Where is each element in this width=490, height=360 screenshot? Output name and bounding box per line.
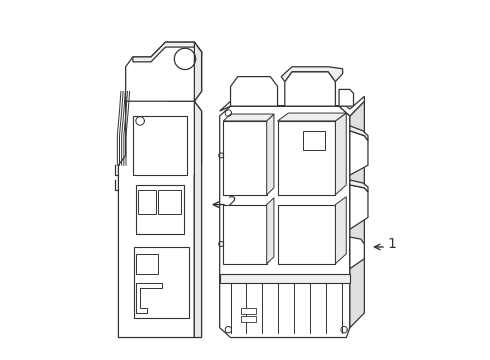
PathPatch shape xyxy=(137,283,162,313)
PathPatch shape xyxy=(336,197,346,264)
PathPatch shape xyxy=(303,131,324,150)
PathPatch shape xyxy=(119,91,201,338)
PathPatch shape xyxy=(277,121,336,195)
Text: 2: 2 xyxy=(228,195,237,209)
PathPatch shape xyxy=(220,96,365,116)
PathPatch shape xyxy=(350,237,365,269)
PathPatch shape xyxy=(242,316,256,322)
Text: 1: 1 xyxy=(388,237,396,251)
PathPatch shape xyxy=(220,106,350,338)
PathPatch shape xyxy=(138,190,156,215)
PathPatch shape xyxy=(350,180,368,192)
PathPatch shape xyxy=(220,274,350,283)
PathPatch shape xyxy=(195,42,201,101)
PathPatch shape xyxy=(267,198,274,264)
PathPatch shape xyxy=(133,42,201,62)
PathPatch shape xyxy=(336,113,346,195)
PathPatch shape xyxy=(350,185,368,229)
PathPatch shape xyxy=(133,116,187,175)
PathPatch shape xyxy=(285,72,336,106)
PathPatch shape xyxy=(242,308,256,314)
PathPatch shape xyxy=(267,114,274,195)
PathPatch shape xyxy=(195,101,201,338)
PathPatch shape xyxy=(137,185,184,234)
PathPatch shape xyxy=(137,254,158,274)
PathPatch shape xyxy=(223,204,267,264)
PathPatch shape xyxy=(339,89,353,106)
PathPatch shape xyxy=(158,190,181,215)
PathPatch shape xyxy=(350,126,368,141)
PathPatch shape xyxy=(281,67,343,82)
PathPatch shape xyxy=(223,121,267,195)
PathPatch shape xyxy=(350,131,368,175)
PathPatch shape xyxy=(134,247,189,318)
PathPatch shape xyxy=(125,42,201,101)
PathPatch shape xyxy=(223,114,274,121)
PathPatch shape xyxy=(277,204,336,264)
PathPatch shape xyxy=(350,101,365,328)
PathPatch shape xyxy=(230,77,277,106)
PathPatch shape xyxy=(277,113,346,121)
